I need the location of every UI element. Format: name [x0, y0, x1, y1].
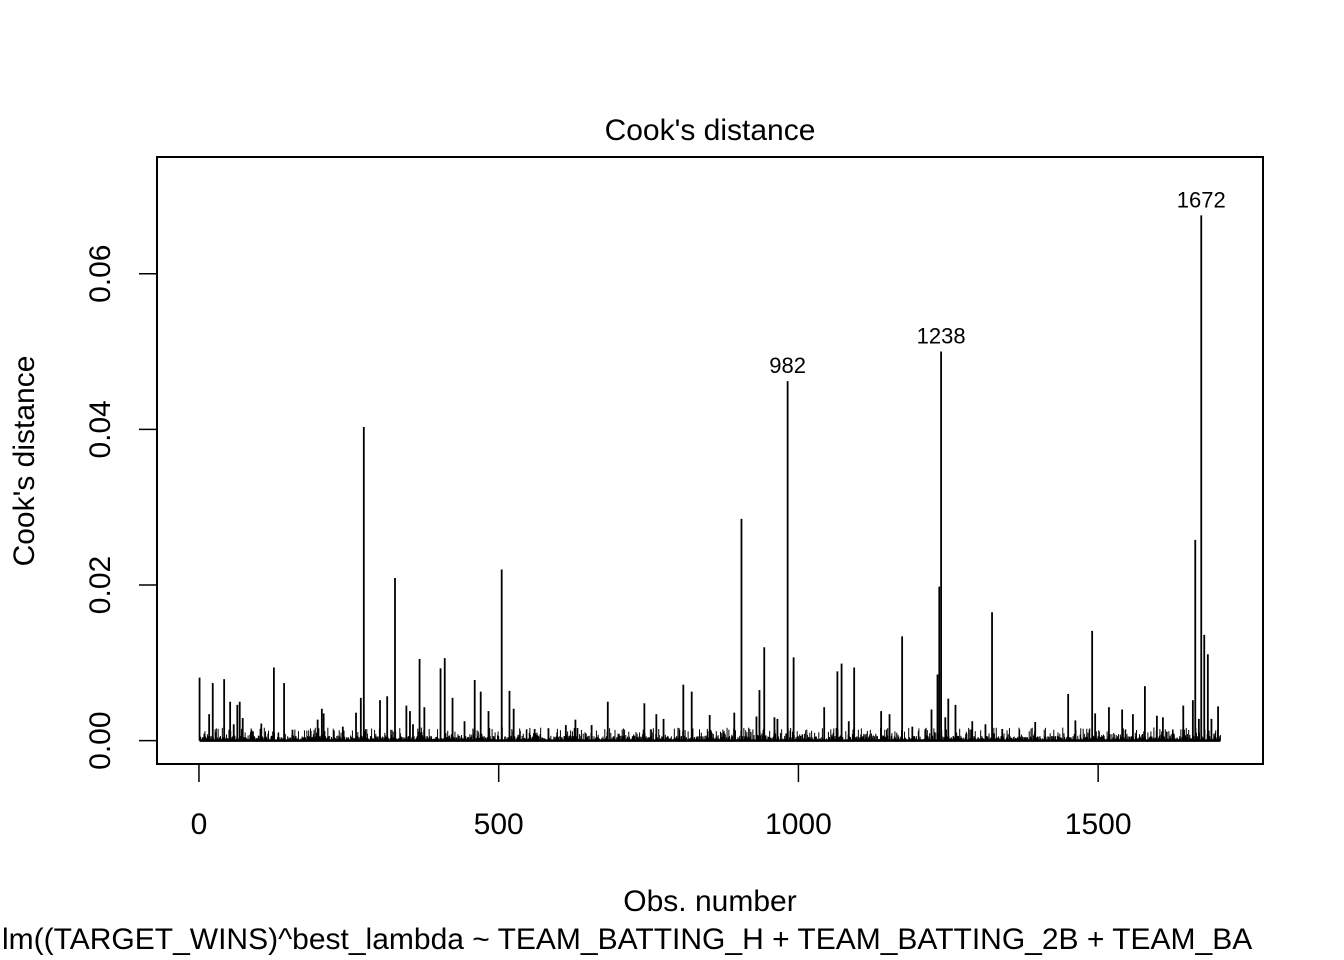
y-axis: 0.00 0.02 0.04 0.06: [84, 245, 158, 770]
point-labels: 982 1238 1672: [769, 187, 1225, 378]
model-formula-subtitle: lm((TARGET_WINS)^best_lambda ~ TEAM_BATT…: [2, 923, 1252, 956]
x-tick-label: 500: [474, 808, 524, 841]
x-tick-label: 1500: [1065, 808, 1132, 841]
x-tick-label: 0: [191, 808, 208, 841]
y-axis-label: Cook's distance: [8, 356, 41, 567]
x-axis-label: Obs. number: [623, 885, 796, 918]
bar-series: [198, 215, 1221, 742]
point-label: 982: [769, 353, 806, 378]
chart-title: Cook's distance: [605, 114, 816, 147]
x-tick-label: 1000: [765, 808, 832, 841]
y-tick-label: 0.06: [84, 245, 117, 303]
y-tick-label: 0.02: [84, 556, 117, 614]
point-label: 1672: [1177, 187, 1226, 212]
point-label: 1238: [917, 324, 966, 349]
x-axis: 0 500 1000 1500: [191, 763, 1132, 841]
y-tick-label: 0.00: [84, 711, 117, 769]
y-tick-label: 0.04: [84, 400, 117, 458]
